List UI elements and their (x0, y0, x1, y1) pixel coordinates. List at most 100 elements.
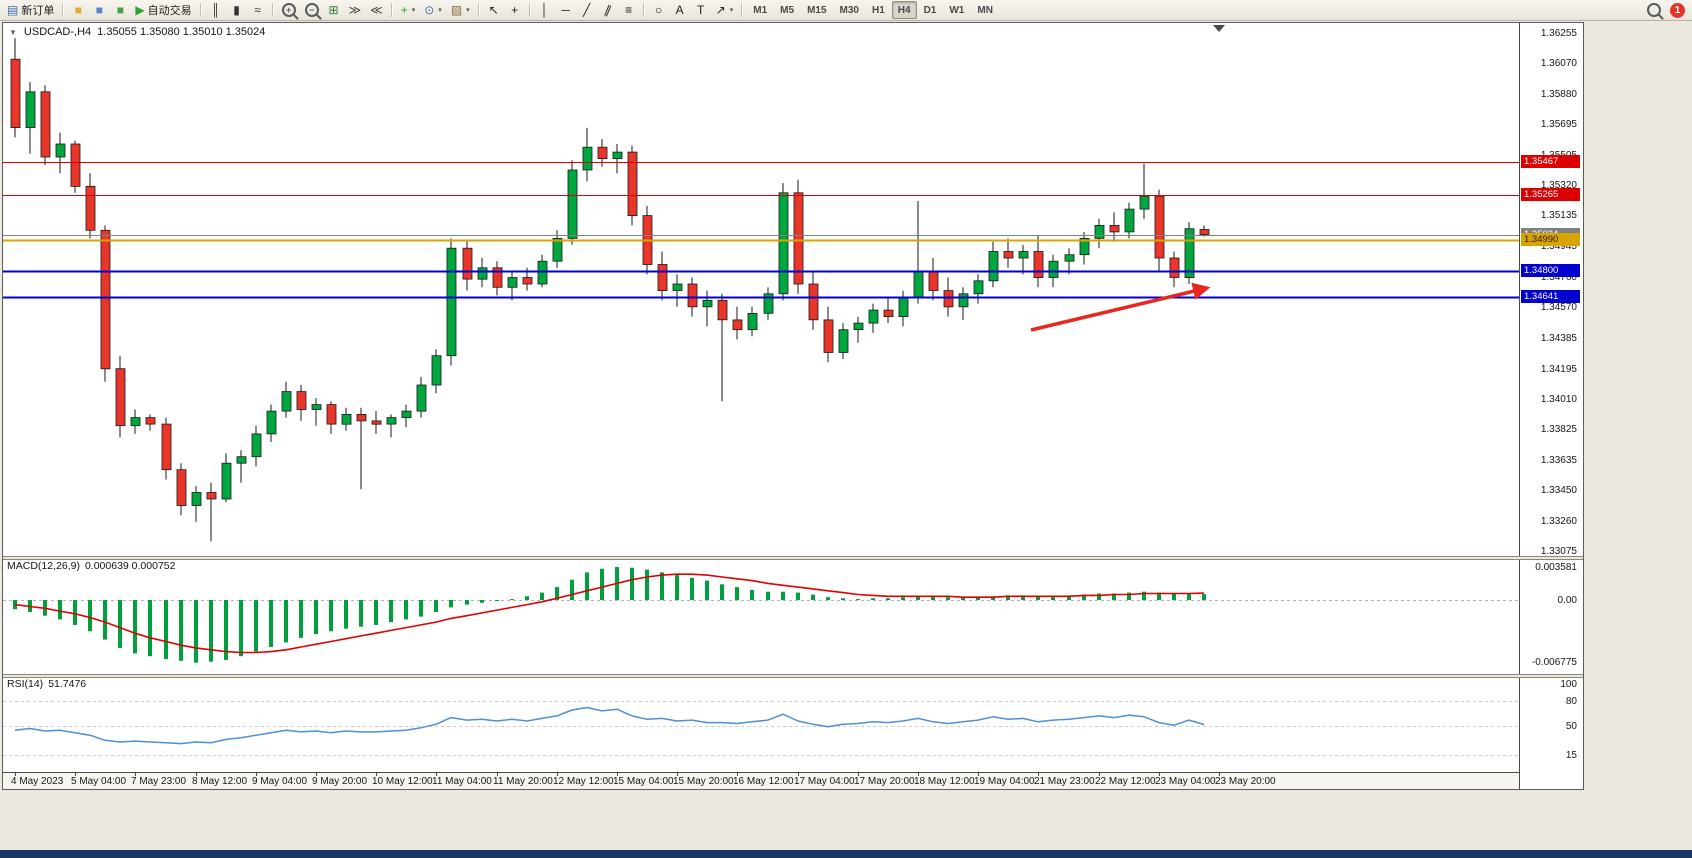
toolbar-separator (199, 3, 202, 17)
periods-button[interactable]: ⊙ ▾ (420, 1, 446, 19)
trendline-button[interactable]: ╱ (577, 1, 597, 19)
timeframe-button-h4[interactable]: H4 (891, 1, 917, 19)
tile-windows-button[interactable]: ⊞ (324, 1, 344, 19)
vertical-line-icon: │ (540, 3, 549, 17)
horizontal-line-icon: ─ (561, 3, 570, 17)
timeframe-button-d1[interactable]: D1 (923, 4, 937, 16)
rsi-line (14, 706, 1205, 745)
macd-canvas[interactable] (3, 559, 1519, 673)
refresh-icon: ■ (116, 3, 124, 17)
macd-signal-line (14, 573, 1205, 654)
chart-shift-button[interactable]: ≪ (366, 1, 387, 19)
time-tick (436, 773, 437, 777)
time-tick-label: 5 May 04:00 (71, 776, 127, 788)
time-tick (135, 773, 136, 777)
auto-trading-button[interactable]: ▶ 自动交易 (131, 1, 195, 19)
templates-button[interactable]: ▧ ▾ (447, 1, 474, 19)
macd-header: MACD(12,26,9) 0.000639 0.000752 (7, 560, 175, 572)
zoom-in-button[interactable]: + (278, 1, 300, 19)
price-level-badge: 1.34641 (1521, 290, 1580, 303)
price-tick-label: 1.33075 (1540, 546, 1577, 557)
macd-axis-label: -0.006775 (1531, 657, 1577, 668)
time-tick-label: 9 May 04:00 (252, 776, 308, 788)
price-level-badge: 1.35467 (1521, 155, 1580, 168)
time-tick (737, 773, 738, 777)
auto-scroll-button[interactable]: ≫ (345, 1, 366, 19)
timeframe-button-mn[interactable]: MN (977, 4, 993, 16)
indicators-button[interactable]: + ▾ (397, 1, 420, 19)
price-level-badge: 1.34800 (1521, 264, 1580, 277)
horizontal-line-button[interactable]: ─ (556, 1, 576, 19)
cursor-icon: ↖ (488, 3, 499, 17)
crosshair-button[interactable]: + (505, 1, 525, 19)
toolbar-separator (528, 3, 531, 17)
cursor-button[interactable]: ↖ (484, 1, 504, 19)
timeframe-button-m5[interactable]: M5 (780, 4, 795, 16)
market-watch-button[interactable]: ■ (89, 1, 109, 19)
fibonacci-icon: ≡ (625, 3, 633, 17)
new-order-button[interactable]: ▤ 新订单 (3, 1, 58, 19)
time-axis[interactable]: 4 May 2023 5 May 04:00 7 May 23:00 8 May 12… (3, 772, 1519, 789)
crosshair-icon: + (511, 3, 519, 17)
timeframe-button-m15[interactable]: M15 (807, 4, 827, 16)
auto-scroll-icon: ≫ (348, 3, 362, 17)
price-tick-label: 1.34195 (1540, 364, 1577, 375)
main-chart-pane: ▼ USDCAD-,H4 1.35055 1.35080 1.35010 1.3… (3, 23, 1519, 556)
timeframe-button-w1[interactable]: W1 (949, 4, 965, 16)
strategy-tester-button[interactable]: ■ (110, 1, 130, 19)
macd-axis-label: 0.003581 (1535, 562, 1577, 573)
time-tick-label: 16 May 12:00 (733, 776, 794, 788)
rsi-axis-label: 80 (1565, 696, 1577, 707)
line-chart-button[interactable]: ≈ (248, 1, 268, 19)
time-tick-label: 18 May 12:00 (914, 776, 975, 788)
one-click-trading-toggle[interactable]: ▼ (9, 27, 17, 37)
fibonacci-button[interactable]: ≡ (619, 1, 639, 19)
price-tick-label: 1.34385 (1540, 333, 1577, 344)
time-tick (1219, 773, 1220, 777)
notification-badge[interactable]: 1 (1670, 2, 1685, 18)
rsi-axis-label: 50 (1565, 721, 1577, 732)
toolbar-separator (642, 3, 645, 17)
window-bottom-edge (0, 850, 1692, 858)
time-tick (1099, 773, 1100, 777)
toolbox-button[interactable]: ■ (68, 1, 88, 19)
bar-chart-button[interactable]: ║ (206, 1, 226, 19)
shapes-button[interactable]: ○ (649, 1, 669, 19)
time-tick-label: 4 May 2023 (11, 776, 64, 788)
timeframe-button-m30[interactable]: M30 (839, 4, 859, 16)
rsi-label: RSI(14) (7, 678, 44, 691)
auto-trading-button-label: 自动交易 (147, 5, 192, 17)
candlestick-series (10, 38, 1210, 542)
ellipse-icon: ○ (655, 3, 663, 17)
vertical-line-button[interactable]: │ (535, 1, 555, 19)
price-tick-label: 1.35695 (1540, 119, 1577, 130)
ohlc-values: 1.35055 1.35080 1.35010 1.35024 (97, 26, 266, 38)
macd-pane: MACD(12,26,9) 0.000639 0.000752 (3, 559, 1519, 674)
rsi-canvas[interactable] (3, 677, 1519, 772)
time-tick (918, 773, 919, 777)
main-chart-canvas[interactable] (3, 23, 1519, 555)
search-button[interactable] (1643, 1, 1665, 19)
time-tick (196, 773, 197, 777)
timeframe-button-m1[interactable]: M1 (753, 4, 768, 16)
pane-splitter[interactable] (3, 556, 1583, 560)
channel-button[interactable]: ∥ (598, 1, 618, 19)
time-tick-label: 17 May 20:00 (854, 776, 915, 788)
text-button[interactable]: A (670, 1, 690, 19)
price-axis[interactable]: 1.362551.360701.358801.356951.355051.353… (1519, 23, 1583, 789)
arrows-button[interactable]: ↗ ▾ (712, 1, 738, 19)
timeframe-button-h1[interactable]: H1 (871, 4, 885, 16)
candlestick-chart-button[interactable]: ▮ (227, 1, 247, 19)
time-tick (376, 773, 377, 777)
candlestick-icon: ▮ (233, 3, 240, 17)
toolbar-separator (62, 3, 65, 17)
zoom-out-button[interactable]: − (301, 1, 323, 19)
symbol-period-label: USDCAD-,H4 (23, 26, 92, 38)
price-tick-label: 1.34010 (1540, 394, 1577, 405)
text-label-button[interactable]: T (691, 1, 711, 19)
toolbar-separator (477, 3, 480, 17)
price-tick-label: 1.34570 (1540, 302, 1577, 313)
price-tick-label: 1.35320 (1540, 180, 1577, 191)
pane-splitter[interactable] (3, 674, 1583, 678)
time-tick (677, 773, 678, 777)
